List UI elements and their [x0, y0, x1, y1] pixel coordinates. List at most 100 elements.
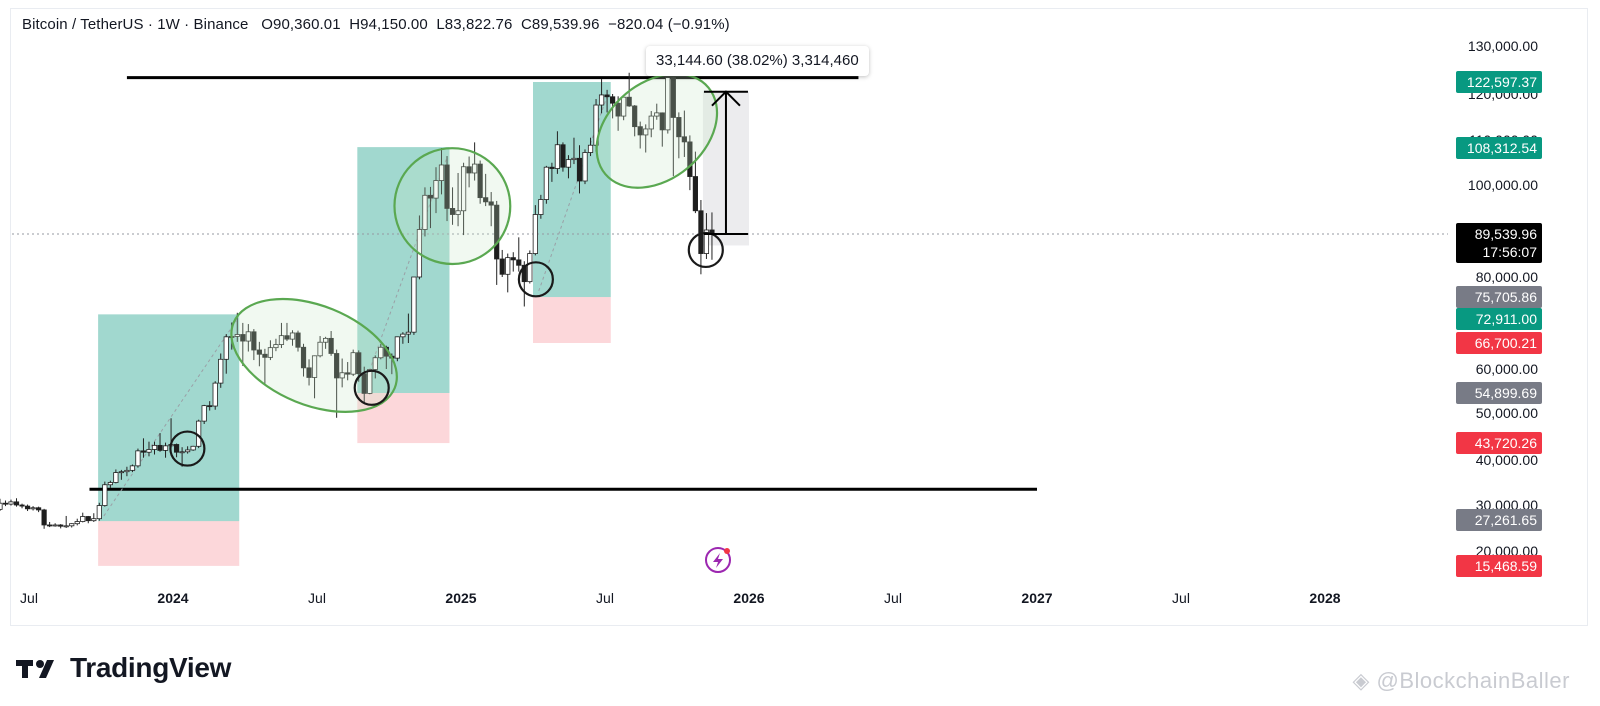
candle-body: [687, 141, 693, 177]
candle-body: [637, 126, 643, 136]
lightning-icon[interactable]: [705, 547, 731, 573]
highlight-circle[interactable]: [517, 261, 554, 298]
candle: [0, 498, 3, 512]
candle: [703, 213, 710, 259]
price-badge: 54,899.69: [1456, 382, 1542, 404]
candle-body: [643, 128, 649, 136]
candle-body: [670, 77, 676, 118]
candle-body: [96, 505, 102, 520]
candle: [472, 142, 478, 181]
candle-body: [273, 344, 279, 349]
candle: [538, 194, 544, 219]
tradingview-logo[interactable]: TradingView: [16, 652, 231, 684]
candle-body: [449, 208, 456, 215]
highlight-circle[interactable]: [353, 369, 390, 406]
candle: [676, 112, 682, 159]
candle: [460, 162, 467, 236]
candle-body: [41, 509, 47, 526]
candle: [80, 512, 86, 523]
time-tick-label: Jul: [1172, 590, 1190, 606]
price-tick-label: 60,000.00: [1476, 361, 1538, 377]
price-badge-countdown: 17:56:07: [1483, 244, 1538, 260]
lightning-icon-bolt: [713, 553, 723, 568]
candle: [670, 74, 676, 177]
highlight-ellipse[interactable]: [370, 124, 534, 288]
candle-body: [444, 164, 450, 209]
candle: [207, 401, 213, 411]
price-badge: 66,700.21: [1456, 332, 1542, 354]
candle: [499, 249, 505, 277]
candle-body: [13, 501, 20, 506]
candle: [400, 332, 406, 344]
high-value: H94,150.00: [349, 16, 428, 33]
candle: [107, 480, 113, 488]
candle-body: [681, 136, 687, 143]
candle-body: [692, 176, 698, 212]
candle-body: [80, 516, 86, 522]
candle-body: [378, 346, 384, 359]
candle: [422, 187, 428, 237]
candle: [212, 381, 218, 410]
candle: [571, 137, 577, 165]
highlight-circle[interactable]: [687, 231, 724, 269]
candle-body: [571, 157, 577, 161]
long-position-profit-zone: [98, 314, 240, 522]
price-badge-label: 75,705.86: [1475, 289, 1537, 305]
candle: [24, 504, 31, 512]
candle-body: [30, 507, 36, 510]
candle-body: [455, 210, 461, 215]
time-tick-label: 2026: [733, 590, 764, 606]
candle-body: [278, 335, 285, 345]
trend-guide-line: [538, 93, 609, 292]
candle-body: [665, 77, 671, 131]
candle-body: [521, 264, 527, 283]
candle: [367, 369, 373, 395]
candle-body: [367, 369, 373, 394]
candle: [643, 124, 649, 153]
candle: [69, 523, 75, 528]
candle-body: [135, 450, 141, 467]
candle: [394, 336, 400, 362]
candle-body: [190, 445, 196, 451]
highlight-ellipse[interactable]: [574, 51, 739, 212]
candle: [527, 250, 533, 284]
tradingview-logo-icon: [16, 660, 54, 678]
candle: [339, 358, 345, 388]
time-tick-label: 2024: [157, 590, 188, 606]
candle-body: [295, 332, 301, 348]
candle: [598, 79, 605, 114]
candle-body: [648, 115, 654, 130]
candle-body: [289, 332, 296, 340]
candle-body: [405, 331, 411, 335]
candle: [129, 464, 136, 473]
highlight-circle[interactable]: [169, 430, 206, 467]
candle: [124, 466, 130, 477]
candle-body: [306, 367, 312, 378]
candle-body: [433, 180, 439, 199]
candle-body: [610, 96, 616, 104]
candle: [565, 155, 572, 179]
candle-body: [262, 353, 268, 358]
price-badge-bg: [1456, 286, 1542, 308]
candle: [173, 443, 180, 458]
annotation-shapes: [169, 51, 748, 467]
candle: [63, 515, 69, 528]
candle-body: [52, 524, 58, 527]
time-tick-label: Jul: [308, 590, 326, 606]
candle-body: [69, 523, 75, 527]
symbol-label[interactable]: Bitcoin / TetherUS · 1W · Binance: [22, 16, 249, 33]
candle-body: [256, 349, 262, 355]
candle: [13, 498, 20, 507]
candle: [483, 173, 489, 207]
candle: [560, 142, 566, 172]
time-axis[interactable]: Jul 2024 Jul 2025 Jul 2026 Jul 2027 Jul 2028: [20, 590, 1341, 606]
candle: [284, 322, 290, 342]
candle-body: [124, 469, 130, 473]
candle-body: [234, 334, 240, 337]
price-tick-label: 130,000.00: [1468, 38, 1538, 54]
candle: [96, 502, 102, 521]
candle-body: [339, 372, 345, 379]
price-badge-label: 72,911.00: [1476, 311, 1537, 327]
candle: [582, 149, 588, 185]
